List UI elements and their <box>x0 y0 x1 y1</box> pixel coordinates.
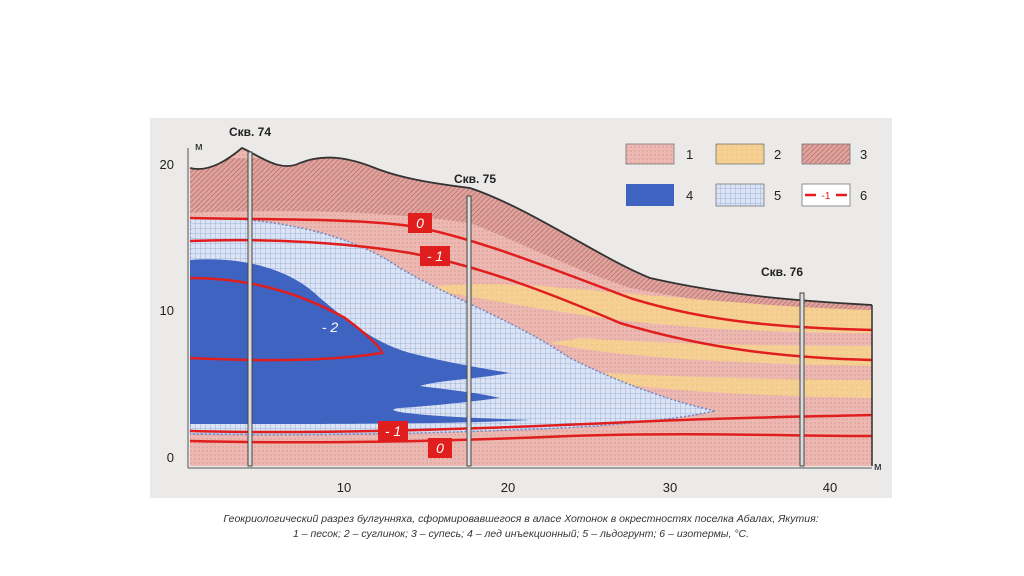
y-tick-20: 20 <box>160 157 174 172</box>
isotherm-label-minus2: - 2 <box>322 319 339 335</box>
legend-swatch-5 <box>715 183 765 207</box>
cross-section-svg: 0 - 1 - 2 - 1 0 Скв. 74 Скв. 75 Скв. 76 … <box>160 125 882 495</box>
y-tick-10: 10 <box>160 303 174 318</box>
x-axis-unit: м <box>874 461 882 473</box>
legend: 1 2 3 4 5 -1 6 <box>625 143 867 207</box>
legend-num-3: 3 <box>860 147 867 162</box>
well-74-pipe <box>247 151 253 467</box>
isotherm-label-minus1-upper: - 1 <box>427 248 443 264</box>
isotherm-minus1-upper <box>190 238 872 362</box>
legend-isotherm-sample: -1 <box>822 191 831 202</box>
legend-num-2: 2 <box>774 147 781 162</box>
isotherm-minus1-lower <box>190 413 872 434</box>
loam-lens-upper <box>420 284 872 333</box>
isotherm-label-0-lower: 0 <box>436 440 444 456</box>
x-tick-20: 20 <box>501 480 515 495</box>
legend-num-5: 5 <box>774 188 781 203</box>
y-axis-unit: м <box>195 141 203 153</box>
legend-num-6: 6 <box>860 188 867 203</box>
isotherm-label-minus1-lower: - 1 <box>385 423 401 439</box>
legend-swatch-3 <box>801 143 851 165</box>
loam-lens-low <box>570 373 872 398</box>
well-75-pipe <box>466 195 472 467</box>
isotherm-0-upper <box>190 216 872 332</box>
isotherm-label-0-upper: 0 <box>416 215 424 231</box>
caption-line-2: 1 – песок; 2 – суглинок; 3 – супесь; 4 –… <box>292 528 750 540</box>
figure-caption: Геокриологический разрез булгунняха, сфо… <box>150 512 892 542</box>
cross-section-figure: 0 - 1 - 2 - 1 0 Скв. 74 Скв. 75 Скв. 76 … <box>150 118 892 498</box>
legend-num-1: 1 <box>686 147 693 162</box>
x-tick-40: 40 <box>823 480 837 495</box>
loam-lens-mid <box>550 338 872 366</box>
isotherm-minus2 <box>190 276 384 362</box>
injection-ice-body <box>190 259 530 424</box>
well-76-label: Скв. 76 <box>761 265 803 279</box>
x-tick-30: 30 <box>663 480 677 495</box>
ground-surface <box>189 146 873 306</box>
legend-num-4: 4 <box>686 188 693 203</box>
legend-swatch-2 <box>715 143 765 165</box>
x-tick-10: 10 <box>337 480 351 495</box>
well-76-pipe <box>799 292 805 467</box>
isotherm-0-lower <box>190 432 872 444</box>
legend-swatch-1 <box>625 143 675 165</box>
well-74-label: Скв. 74 <box>229 125 271 139</box>
caption-line-1: Геокриологический разрез булгунняха, сфо… <box>223 513 819 525</box>
well-75-label: Скв. 75 <box>454 172 496 186</box>
legend-swatch-4 <box>626 184 674 206</box>
y-tick-0: 0 <box>167 450 174 465</box>
